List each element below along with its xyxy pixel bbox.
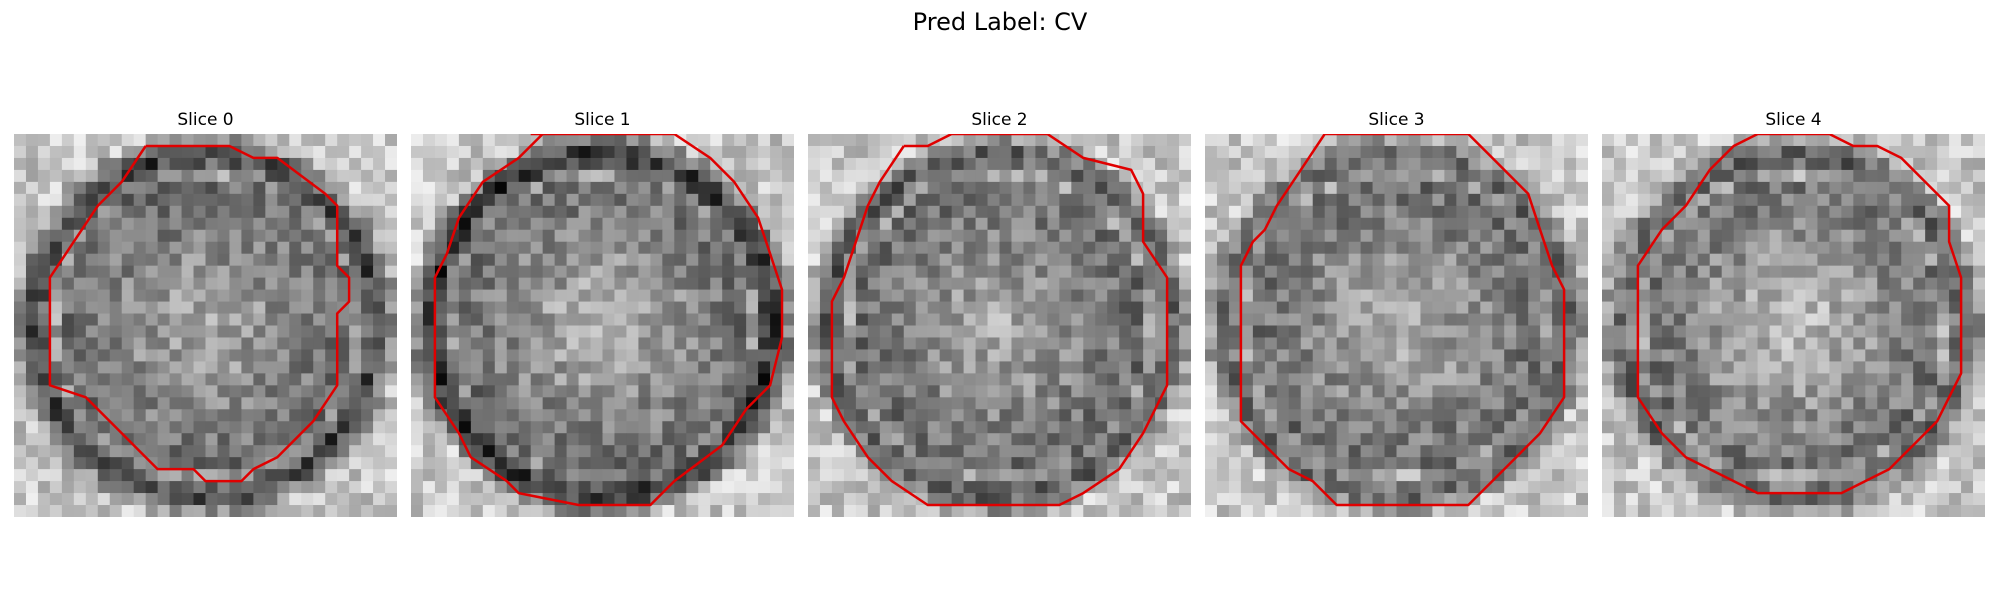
slice-title-2: Slice 2	[971, 110, 1028, 130]
slice-image-3	[1205, 134, 1588, 517]
pixel-grid	[1602, 134, 1985, 517]
pixel-grid	[411, 134, 794, 517]
slice-image-2	[808, 134, 1191, 517]
segmentation-contour	[433, 134, 784, 507]
segmentation-contour	[48, 144, 351, 483]
pixel-grid	[808, 134, 1191, 517]
figure-title: Pred Label: CV	[912, 8, 1088, 36]
slice-panel-0: Slice 0	[14, 110, 397, 528]
slice-title-3: Slice 3	[1368, 110, 1425, 130]
slice-panel-4: Slice 4	[1602, 110, 1985, 528]
slice-title-0: Slice 0	[177, 110, 234, 130]
segmentation-contour	[1239, 134, 1566, 507]
slice-image-4	[1602, 134, 1985, 517]
segmentation-contour	[1636, 134, 1963, 495]
slice-panel-2: Slice 2	[808, 110, 1191, 528]
slice-title-4: Slice 4	[1765, 110, 1822, 130]
slice-title-1: Slice 1	[574, 110, 631, 130]
slice-panel-1: Slice 1	[411, 110, 794, 528]
pixel-grid	[1205, 134, 1588, 517]
slice-panel-3: Slice 3	[1205, 110, 1588, 528]
pixel-grid	[14, 134, 397, 517]
segmentation-contour	[830, 134, 1169, 507]
slice-image-0	[14, 134, 397, 517]
slice-image-1	[411, 134, 794, 517]
